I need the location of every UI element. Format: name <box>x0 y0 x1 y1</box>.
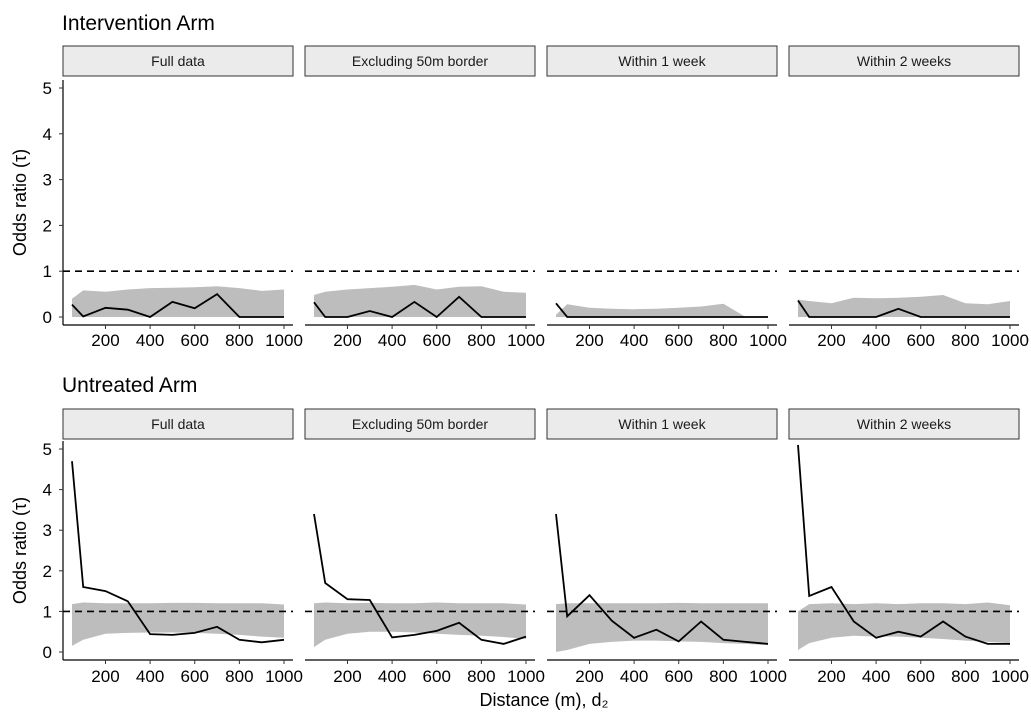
y-tick-label: 5 <box>43 440 52 459</box>
x-tick-label: 200 <box>575 331 603 350</box>
confidence-band <box>798 295 1010 317</box>
x-tick-label: 400 <box>378 667 406 686</box>
y-tick-label: 4 <box>43 125 52 144</box>
facet-strip <box>304 45 536 77</box>
x-tick-label: 200 <box>91 331 119 350</box>
x-tick-label: 200 <box>575 667 603 686</box>
odds-ratio-line <box>797 444 1010 645</box>
x-tick-label: 400 <box>136 667 164 686</box>
x-tick-label: 600 <box>665 331 693 350</box>
x-tick-label: 1000 <box>265 667 303 686</box>
facet-strip <box>546 45 778 77</box>
facet-strip-label: Excluding 50m border <box>352 416 489 432</box>
facet-strip-label: Within 2 weeks <box>857 53 951 69</box>
x-tick-label: 200 <box>817 667 845 686</box>
x-tick-label: 800 <box>709 331 737 350</box>
y-tick-label: 1 <box>43 602 52 621</box>
y-tick-label: 4 <box>43 481 52 500</box>
y-tick-label: 0 <box>43 643 52 662</box>
confidence-band <box>314 284 526 317</box>
x-tick-label: 200 <box>333 667 361 686</box>
y-tick-label: 0 <box>43 308 52 327</box>
facet-strip <box>788 45 1020 77</box>
x-tick-label: 400 <box>136 331 164 350</box>
x-tick-label: 400 <box>862 667 890 686</box>
x-tick-label: 1000 <box>749 331 787 350</box>
odds-ratio-line <box>313 295 526 319</box>
odds-ratio-line <box>555 302 768 318</box>
x-tick-label: 600 <box>423 667 451 686</box>
x-tick-label: 1000 <box>265 331 303 350</box>
x-tick-label: 800 <box>951 331 979 350</box>
x-tick-label: 600 <box>665 667 693 686</box>
facet-strip-label: Full data <box>151 416 205 432</box>
panel-title: Untreated Arm <box>62 374 197 397</box>
facet-strip <box>62 408 294 440</box>
facet-strip <box>788 408 1020 440</box>
y-tick-label: 2 <box>43 216 52 235</box>
x-tick-label: 800 <box>951 667 979 686</box>
facet-strip-label: Within 1 week <box>618 53 706 69</box>
facet-strip-label: Within 2 weeks <box>857 416 951 432</box>
facet-strip-label: Excluding 50m border <box>352 53 489 69</box>
x-tick-label: 400 <box>620 331 648 350</box>
x-tick-label: 600 <box>181 667 209 686</box>
x-tick-label: 200 <box>817 331 845 350</box>
y-tick-label: 2 <box>43 562 52 581</box>
x-tick-label: 400 <box>620 667 648 686</box>
x-tick-label: 600 <box>181 331 209 350</box>
x-axis-title: Distance (m), d₂ <box>479 690 608 710</box>
confidence-band <box>72 602 284 646</box>
odds-ratio-line <box>555 513 769 645</box>
facet-strip <box>62 45 294 77</box>
x-tick-label: 1000 <box>507 331 545 350</box>
confidence-band <box>556 602 768 652</box>
x-tick-label: 600 <box>907 331 935 350</box>
facet-strip-label: Within 1 week <box>618 416 706 432</box>
confidence-band <box>72 286 284 317</box>
x-tick-label: 600 <box>907 667 935 686</box>
x-tick-label: 400 <box>862 331 890 350</box>
odds-ratio-line <box>797 299 1010 318</box>
x-tick-label: 600 <box>423 331 451 350</box>
x-tick-label: 1000 <box>991 667 1029 686</box>
x-tick-label: 800 <box>467 667 495 686</box>
y-tick-label: 1 <box>43 262 52 281</box>
x-tick-label: 200 <box>333 331 361 350</box>
confidence-band <box>314 602 526 648</box>
y-axis-title: Odds ratio (τ) <box>10 497 30 604</box>
odds-ratio-line <box>71 461 285 644</box>
x-tick-label: 1000 <box>991 331 1029 350</box>
y-tick-label: 5 <box>43 79 52 98</box>
x-tick-label: 800 <box>467 331 495 350</box>
y-tick-label: 3 <box>43 171 52 190</box>
confidence-band <box>556 303 768 317</box>
confidence-band <box>798 602 1010 650</box>
y-tick-label: 3 <box>43 521 52 540</box>
panel-title: Intervention Arm <box>62 12 215 35</box>
x-tick-label: 1000 <box>507 667 545 686</box>
x-tick-label: 400 <box>378 331 406 350</box>
y-axis-title: Odds ratio (τ) <box>10 149 30 256</box>
facet-strip-label: Full data <box>151 53 205 69</box>
x-tick-label: 1000 <box>749 667 787 686</box>
odds-ratio-line <box>71 292 284 318</box>
x-tick-label: 800 <box>225 667 253 686</box>
x-tick-label: 800 <box>225 331 253 350</box>
facet-strip <box>304 408 536 440</box>
facet-strip <box>546 408 778 440</box>
x-tick-label: 800 <box>709 667 737 686</box>
x-tick-label: 200 <box>91 667 119 686</box>
odds-ratio-line <box>313 513 527 645</box>
